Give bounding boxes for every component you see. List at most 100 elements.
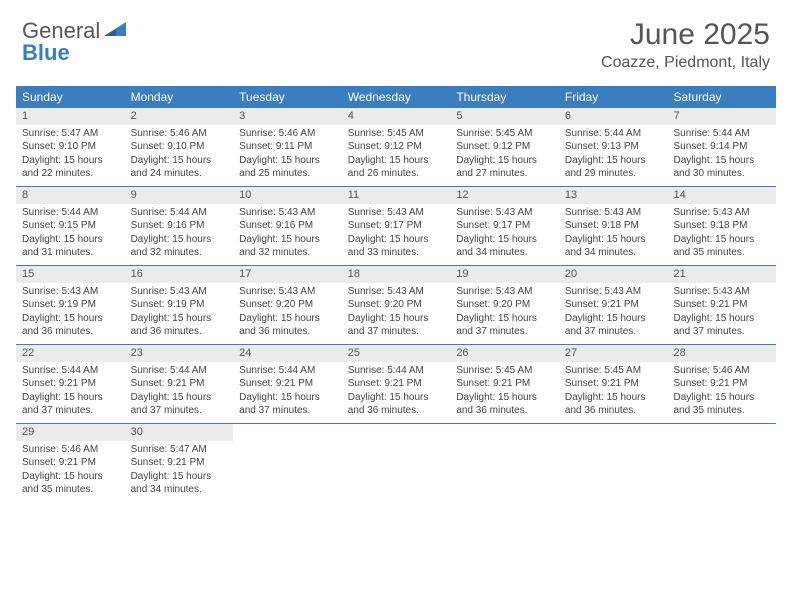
header: General Blue June 2025 Coazze, Piedmont,…	[0, 0, 792, 80]
day-content: Sunrise: 5:46 AMSunset: 9:11 PMDaylight:…	[233, 125, 342, 185]
day-cell: 9Sunrise: 5:44 AMSunset: 9:16 PMDaylight…	[125, 187, 234, 265]
sunset-line: Sunset: 9:19 PM	[22, 298, 119, 312]
day-cell: 4Sunrise: 5:45 AMSunset: 9:12 PMDaylight…	[342, 108, 451, 186]
daylight-line: Daylight: 15 hours and 32 minutes.	[131, 233, 228, 260]
sunrise-line: Sunrise: 5:44 AM	[348, 364, 445, 378]
day-cell: 17Sunrise: 5:43 AMSunset: 9:20 PMDayligh…	[233, 266, 342, 344]
daylight-line: Daylight: 15 hours and 37 minutes.	[348, 312, 445, 339]
sunrise-line: Sunrise: 5:45 AM	[565, 364, 662, 378]
daylight-line: Daylight: 15 hours and 25 minutes.	[239, 154, 336, 181]
sunset-line: Sunset: 9:17 PM	[348, 219, 445, 233]
daylight-line: Daylight: 15 hours and 34 minutes.	[565, 233, 662, 260]
day-header-saturday: Saturday	[667, 86, 776, 108]
day-content: Sunrise: 5:44 AMSunset: 9:21 PMDaylight:…	[125, 362, 234, 422]
location-text: Coazze, Piedmont, Italy	[601, 54, 770, 72]
empty-cell	[450, 424, 559, 502]
day-number: 28	[667, 345, 776, 362]
sunset-line: Sunset: 9:21 PM	[673, 298, 770, 312]
day-cell: 23Sunrise: 5:44 AMSunset: 9:21 PMDayligh…	[125, 345, 234, 423]
sunrise-line: Sunrise: 5:47 AM	[22, 127, 119, 141]
sunrise-line: Sunrise: 5:43 AM	[456, 285, 553, 299]
day-number: 17	[233, 266, 342, 283]
day-header-wednesday: Wednesday	[342, 86, 451, 108]
day-content: Sunrise: 5:47 AMSunset: 9:21 PMDaylight:…	[125, 441, 234, 501]
day-content: Sunrise: 5:43 AMSunset: 9:18 PMDaylight:…	[667, 204, 776, 264]
sunrise-line: Sunrise: 5:46 AM	[239, 127, 336, 141]
empty-cell	[342, 424, 451, 502]
day-number: 25	[342, 345, 451, 362]
sunset-line: Sunset: 9:17 PM	[456, 219, 553, 233]
day-number: 3	[233, 108, 342, 125]
day-number: 23	[125, 345, 234, 362]
daylight-line: Daylight: 15 hours and 37 minutes.	[565, 312, 662, 339]
day-number: 29	[16, 424, 125, 441]
day-number: 21	[667, 266, 776, 283]
daylight-line: Daylight: 15 hours and 35 minutes.	[22, 470, 119, 497]
daylight-line: Daylight: 15 hours and 37 minutes.	[239, 391, 336, 418]
day-content: Sunrise: 5:44 AMSunset: 9:16 PMDaylight:…	[125, 204, 234, 264]
day-content: Sunrise: 5:47 AMSunset: 9:10 PMDaylight:…	[16, 125, 125, 185]
day-content: Sunrise: 5:44 AMSunset: 9:21 PMDaylight:…	[342, 362, 451, 422]
week-row: 29Sunrise: 5:46 AMSunset: 9:21 PMDayligh…	[16, 424, 776, 502]
sunset-line: Sunset: 9:12 PM	[456, 140, 553, 154]
day-content: Sunrise: 5:46 AMSunset: 9:10 PMDaylight:…	[125, 125, 234, 185]
day-cell: 25Sunrise: 5:44 AMSunset: 9:21 PMDayligh…	[342, 345, 451, 423]
day-number: 7	[667, 108, 776, 125]
sunset-line: Sunset: 9:16 PM	[131, 219, 228, 233]
sunset-line: Sunset: 9:20 PM	[239, 298, 336, 312]
day-header-tuesday: Tuesday	[233, 86, 342, 108]
sunrise-line: Sunrise: 5:46 AM	[22, 443, 119, 457]
title-block: June 2025 Coazze, Piedmont, Italy	[601, 18, 770, 72]
day-number: 5	[450, 108, 559, 125]
day-content: Sunrise: 5:44 AMSunset: 9:21 PMDaylight:…	[233, 362, 342, 422]
sunrise-line: Sunrise: 5:43 AM	[22, 285, 119, 299]
day-cell: 21Sunrise: 5:43 AMSunset: 9:21 PMDayligh…	[667, 266, 776, 344]
sunrise-line: Sunrise: 5:44 AM	[565, 127, 662, 141]
day-cell: 13Sunrise: 5:43 AMSunset: 9:18 PMDayligh…	[559, 187, 668, 265]
day-cell: 27Sunrise: 5:45 AMSunset: 9:21 PMDayligh…	[559, 345, 668, 423]
daylight-line: Daylight: 15 hours and 35 minutes.	[673, 233, 770, 260]
day-number: 15	[16, 266, 125, 283]
daylight-line: Daylight: 15 hours and 36 minutes.	[565, 391, 662, 418]
day-cell: 5Sunrise: 5:45 AMSunset: 9:12 PMDaylight…	[450, 108, 559, 186]
day-number: 2	[125, 108, 234, 125]
sunset-line: Sunset: 9:11 PM	[239, 140, 336, 154]
day-content: Sunrise: 5:45 AMSunset: 9:21 PMDaylight:…	[450, 362, 559, 422]
sunrise-line: Sunrise: 5:44 AM	[131, 364, 228, 378]
daylight-line: Daylight: 15 hours and 30 minutes.	[673, 154, 770, 181]
day-cell: 14Sunrise: 5:43 AMSunset: 9:18 PMDayligh…	[667, 187, 776, 265]
empty-cell	[667, 424, 776, 502]
sunset-line: Sunset: 9:18 PM	[673, 219, 770, 233]
sunset-line: Sunset: 9:21 PM	[22, 456, 119, 470]
daylight-line: Daylight: 15 hours and 36 minutes.	[456, 391, 553, 418]
sunrise-line: Sunrise: 5:45 AM	[348, 127, 445, 141]
day-header-row: SundayMondayTuesdayWednesdayThursdayFrid…	[16, 86, 776, 108]
sunrise-line: Sunrise: 5:46 AM	[131, 127, 228, 141]
day-cell: 30Sunrise: 5:47 AMSunset: 9:21 PMDayligh…	[125, 424, 234, 502]
day-number: 18	[342, 266, 451, 283]
daylight-line: Daylight: 15 hours and 27 minutes.	[456, 154, 553, 181]
sunset-line: Sunset: 9:12 PM	[348, 140, 445, 154]
daylight-line: Daylight: 15 hours and 34 minutes.	[131, 470, 228, 497]
day-number: 13	[559, 187, 668, 204]
sunset-line: Sunset: 9:10 PM	[131, 140, 228, 154]
day-content: Sunrise: 5:43 AMSunset: 9:21 PMDaylight:…	[667, 283, 776, 343]
sunrise-line: Sunrise: 5:46 AM	[673, 364, 770, 378]
sunset-line: Sunset: 9:18 PM	[565, 219, 662, 233]
day-number: 19	[450, 266, 559, 283]
day-cell: 26Sunrise: 5:45 AMSunset: 9:21 PMDayligh…	[450, 345, 559, 423]
sunrise-line: Sunrise: 5:44 AM	[239, 364, 336, 378]
day-number: 22	[16, 345, 125, 362]
daylight-line: Daylight: 15 hours and 22 minutes.	[22, 154, 119, 181]
day-header-monday: Monday	[125, 86, 234, 108]
sunrise-line: Sunrise: 5:43 AM	[673, 206, 770, 220]
day-number: 16	[125, 266, 234, 283]
sunset-line: Sunset: 9:20 PM	[348, 298, 445, 312]
day-number: 6	[559, 108, 668, 125]
day-number: 8	[16, 187, 125, 204]
day-cell: 16Sunrise: 5:43 AMSunset: 9:19 PMDayligh…	[125, 266, 234, 344]
day-content: Sunrise: 5:44 AMSunset: 9:15 PMDaylight:…	[16, 204, 125, 264]
sunset-line: Sunset: 9:21 PM	[456, 377, 553, 391]
empty-cell	[559, 424, 668, 502]
sunset-line: Sunset: 9:15 PM	[22, 219, 119, 233]
